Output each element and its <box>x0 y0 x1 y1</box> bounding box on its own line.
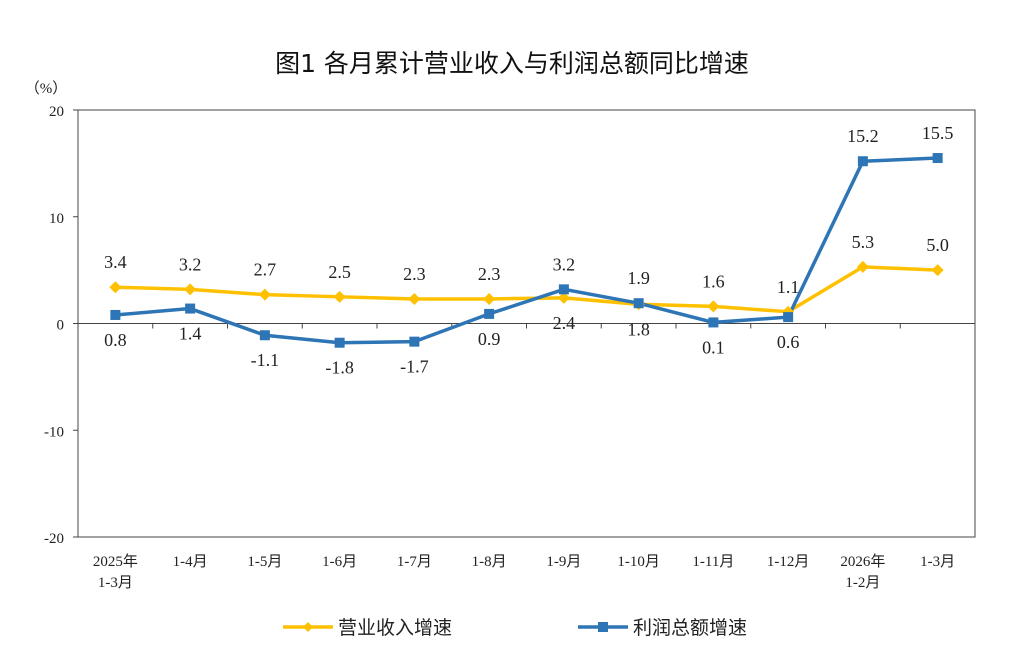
data-label: 1.4 <box>179 324 202 344</box>
data-point <box>932 153 943 164</box>
series-line-2 <box>115 156 938 345</box>
y-tick-label: -20 <box>44 531 64 547</box>
legend-item: 营业收入增速 <box>283 617 452 639</box>
y-axis-unit: （%） <box>25 80 68 97</box>
data-label: 0.9 <box>478 329 501 349</box>
data-label: 0.8 <box>104 330 127 350</box>
data-label: 15.5 <box>922 123 954 143</box>
data-point <box>110 309 121 320</box>
legend-marker <box>303 622 313 632</box>
data-point <box>558 284 569 295</box>
data-point <box>857 156 868 167</box>
data-point <box>557 291 570 304</box>
legend-marker <box>598 622 608 632</box>
data-label: -1.7 <box>400 357 429 377</box>
y-tick-label: 20 <box>49 104 64 120</box>
x-tick-label: 1-4月 <box>173 554 208 570</box>
data-point <box>184 283 197 296</box>
data-label: 1.9 <box>627 268 650 288</box>
chart-title: 图1 各月累计营业收入与利润总额同比增速 <box>275 49 749 78</box>
data-point <box>109 281 122 294</box>
x-tick-label: 1-11月 <box>692 554 734 570</box>
y-tick-label: -10 <box>44 424 64 440</box>
legend-label: 利润总额增速 <box>633 617 747 639</box>
x-tick-label: 1-12月 <box>767 554 810 570</box>
data-label: 0.6 <box>777 332 800 352</box>
x-tick-label: 1-3月 <box>920 554 955 570</box>
data-label: 3.2 <box>553 254 576 274</box>
data-label: 1.6 <box>702 271 725 291</box>
data-point <box>334 337 345 348</box>
data-point <box>633 298 644 309</box>
data-label: 2.3 <box>403 264 426 284</box>
data-label: 5.3 <box>852 232 875 252</box>
x-tick-label: 1-3月 <box>98 575 133 591</box>
data-point <box>856 260 869 273</box>
data-point <box>783 312 794 323</box>
data-label: 15.2 <box>847 126 879 146</box>
data-point <box>333 290 346 303</box>
series-line-1 <box>115 265 938 314</box>
x-tick-label: 1-9月 <box>546 554 581 570</box>
x-tick-label: 1-2月 <box>845 575 880 591</box>
data-point <box>931 264 944 277</box>
legend-item: 利润总额增速 <box>578 617 747 639</box>
data-label: -1.1 <box>251 350 280 370</box>
data-label: 2.4 <box>553 313 576 333</box>
x-tick-label: 1-8月 <box>472 554 507 570</box>
data-label: 2.5 <box>328 262 351 282</box>
data-point <box>408 292 421 305</box>
legend-label: 营业收入增速 <box>338 617 452 639</box>
x-tick-label: 1-6月 <box>322 554 357 570</box>
data-point <box>483 292 496 305</box>
x-tick-label: 2026年 <box>840 553 885 570</box>
data-label: 3.4 <box>104 252 127 272</box>
x-tick-label: 1-10月 <box>617 554 660 570</box>
data-point <box>707 300 720 313</box>
legend: 营业收入增速 利润总额增速 <box>283 617 747 639</box>
data-label: 5.0 <box>926 235 949 255</box>
data-point <box>409 336 420 347</box>
data-point <box>708 317 719 328</box>
data-label: 2.3 <box>478 264 501 284</box>
data-point <box>185 303 196 314</box>
x-tick-label: 2025年 <box>93 553 138 570</box>
data-label: 1.1 <box>777 277 800 297</box>
data-point <box>484 308 495 319</box>
data-label: 3.2 <box>179 254 202 274</box>
data-label: 0.1 <box>702 337 725 357</box>
data-label: 2.7 <box>254 260 277 280</box>
data-label: 1.8 <box>627 319 650 339</box>
data-point <box>258 288 271 301</box>
x-tick-label: 1-5月 <box>247 554 282 570</box>
data-point <box>259 330 270 341</box>
x-tick-label: 1-7月 <box>397 554 432 570</box>
y-tick-label: 0 <box>57 318 65 334</box>
data-label: -1.8 <box>325 358 354 378</box>
y-tick-label: 10 <box>49 211 64 227</box>
